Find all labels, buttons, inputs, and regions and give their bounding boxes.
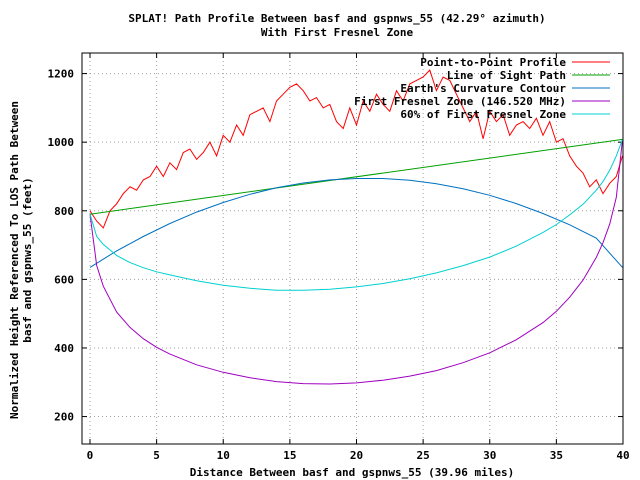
- plot-frame: [81, 52, 624, 445]
- x-tick-label: 25: [416, 449, 429, 462]
- legend-label-4: 60% of First Fresnel Zone: [400, 108, 566, 121]
- x-tick-label: 5: [153, 449, 160, 462]
- series-line-2: [89, 178, 623, 268]
- x-tick-label: 30: [483, 449, 496, 462]
- chart-subtitle: With First Fresnel Zone: [261, 26, 414, 39]
- legend-label-1: Line of Sight Path: [447, 69, 566, 82]
- x-tick-label: 0: [87, 449, 94, 462]
- y-tick-label: 1000: [48, 136, 75, 149]
- chart-title: SPLAT! Path Profile Between basf and gsp…: [128, 12, 545, 25]
- x-tick-label: 10: [217, 449, 230, 462]
- legend-label-3: First Fresnel Zone (146.520 MHz): [354, 95, 566, 108]
- series-line-3: [89, 139, 623, 385]
- x-tick-label: 15: [283, 449, 296, 462]
- series-line-1: [89, 138, 623, 215]
- x-tick-label: 35: [550, 449, 563, 462]
- axis-ticks: 0 5 10 15 20 25 30 35 40 200 400 600 800 1000 1200: [48, 53, 630, 462]
- legend-label-2: Earth's Curvature Contour: [400, 82, 566, 95]
- x-tick-label: 20: [350, 449, 363, 462]
- y-tick-label: 600: [54, 273, 74, 286]
- data-series: [89, 69, 623, 385]
- x-tick-label: 40: [616, 449, 629, 462]
- y-tick-label: 800: [54, 205, 74, 218]
- y-tick-label: 400: [54, 342, 74, 355]
- y-axis-label-line2: basf and gspnws_55 (feet): [21, 177, 34, 343]
- series-line-4: [89, 139, 623, 291]
- series-line-0: [89, 69, 623, 229]
- y-axis-label-line1: Normalized Height Referenced To LOS Path…: [8, 101, 21, 419]
- y-tick-label: 1200: [48, 68, 75, 81]
- legend-label-0: Point-to-Point Profile: [420, 56, 566, 69]
- x-axis-label: Distance Between basf and gspnws_55 (39.…: [190, 466, 515, 479]
- y-tick-label: 200: [54, 411, 74, 424]
